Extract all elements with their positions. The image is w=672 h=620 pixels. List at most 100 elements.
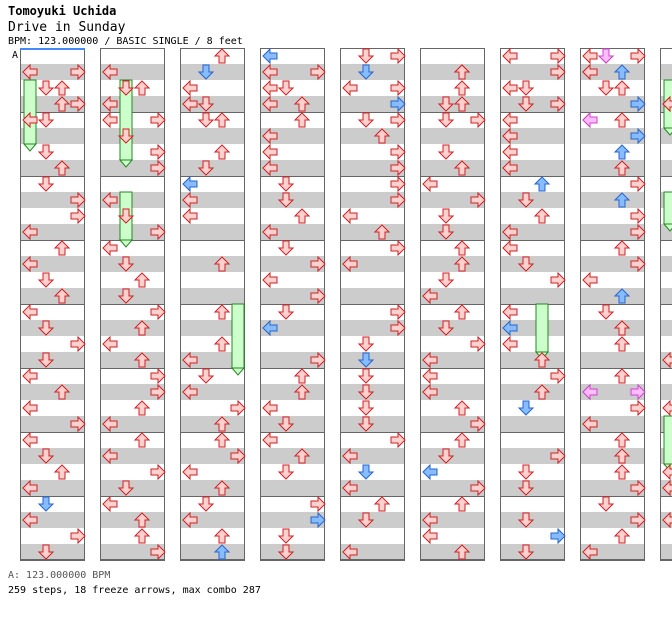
arrow-up-icon [213,48,231,64]
arrow-down-icon [117,128,135,144]
arrow-up-icon [613,240,631,256]
arrow-up-icon [293,448,311,464]
arrow-left-icon [182,351,198,369]
arrow-up-icon [453,96,471,112]
arrow-right-icon [550,367,566,385]
arrow-down-icon [517,256,535,272]
freeze-arrow [662,191,672,232]
arrow-down-icon [37,272,55,288]
arrow-left-icon [662,511,672,529]
arrow-down-icon [437,208,455,224]
arrow-up-icon [293,368,311,384]
arrow-left-icon [502,159,518,177]
arrow-left-icon [102,63,118,81]
arrow-left-icon [422,175,438,193]
arrow-up-icon [533,208,551,224]
arrow-up-icon [213,480,231,496]
arrow-down-icon [117,288,135,304]
arrow-down-icon [357,464,375,480]
arrow-up-icon [53,80,71,96]
arrow-down-icon [597,496,615,512]
arrow-down-icon [117,480,135,496]
arrow-up-icon [373,128,391,144]
arrow-up-icon [453,400,471,416]
arrow-down-icon [437,448,455,464]
arrow-left-icon [262,79,278,97]
arrow-up-icon [133,80,151,96]
arrow-up-icon [613,320,631,336]
arrow-down-icon [277,80,295,96]
arrow-right-icon [390,239,406,257]
arrow-right-icon [150,143,166,161]
arrow-left-icon [102,111,118,129]
arrow-down-icon [37,112,55,128]
arrow-right-icon [70,527,86,545]
arrow-left-icon [182,95,198,113]
arrow-up-icon [213,416,231,432]
arrow-up-icon [213,336,231,352]
arrow-left-icon [502,143,518,161]
arrow-left-icon [22,367,38,385]
arrow-down-icon [437,272,455,288]
arrow-down-icon [517,544,535,560]
arrow-left-icon [102,335,118,353]
arrow-right-icon [470,479,486,497]
arrow-up-icon [53,464,71,480]
arrow-right-icon [470,191,486,209]
arrow-right-icon [390,79,406,97]
arrow-down-icon [197,160,215,176]
arrow-up-icon [453,432,471,448]
arrow-right-icon [630,399,646,417]
arrow-down-icon [437,144,455,160]
arrow-right-icon [630,207,646,225]
arrow-left-icon [662,463,672,481]
arrow-left-icon [582,383,598,401]
arrow-left-icon [582,271,598,289]
arrow-left-icon [422,383,438,401]
arrow-left-icon [262,47,278,65]
arrow-right-icon [70,335,86,353]
arrow-down-icon [37,544,55,560]
arrow-right-icon [150,159,166,177]
arrow-down-icon [37,448,55,464]
arrow-left-icon [422,463,438,481]
arrow-down-icon [37,144,55,160]
arrow-left-icon [502,79,518,97]
arrow-up-icon [613,64,631,80]
arrow-down-icon [437,320,455,336]
arrow-up-icon [613,144,631,160]
arrow-down-icon [37,352,55,368]
arrow-up-icon [453,544,471,560]
arrow-left-icon [662,95,672,113]
arrow-left-icon [22,399,38,417]
arrow-right-icon [150,303,166,321]
arrow-up-icon [613,336,631,352]
freeze-arrow [534,303,550,360]
arrow-down-icon [597,80,615,96]
arrow-left-icon [262,223,278,241]
arrow-right-icon [630,127,646,145]
arrow-up-icon [613,432,631,448]
arrow-left-icon [102,495,118,513]
arrow-up-icon [213,528,231,544]
arrow-left-icon [662,399,672,417]
arrow-left-icon [342,447,358,465]
arrow-right-icon [230,399,246,417]
arrow-down-icon [277,304,295,320]
arrow-right-icon [70,207,86,225]
arrow-up-icon [453,304,471,320]
arrow-right-icon [70,415,86,433]
arrow-up-icon [53,96,71,112]
arrow-up-icon [453,80,471,96]
arrow-up-icon [133,432,151,448]
arrow-right-icon [630,255,646,273]
arrow-up-icon [613,528,631,544]
arrow-down-icon [357,400,375,416]
arrow-down-icon [277,192,295,208]
arrow-left-icon [262,271,278,289]
arrow-down-icon [437,224,455,240]
arrow-up-icon [453,256,471,272]
arrow-up-icon [53,160,71,176]
arrow-left-icon [582,543,598,561]
arrow-left-icon [662,351,672,369]
